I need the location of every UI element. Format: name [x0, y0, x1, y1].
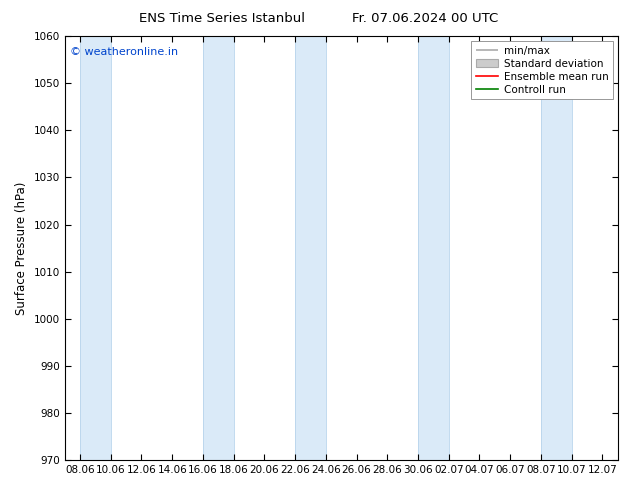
Bar	[541, 36, 572, 460]
Bar	[203, 36, 234, 460]
Bar	[418, 36, 449, 460]
Legend: min/max, Standard deviation, Ensemble mean run, Controll run: min/max, Standard deviation, Ensemble me…	[471, 41, 612, 99]
Y-axis label: Surface Pressure (hPa): Surface Pressure (hPa)	[15, 181, 28, 315]
Bar	[295, 36, 326, 460]
Text: © weatheronline.in: © weatheronline.in	[70, 47, 178, 57]
Text: ENS Time Series Istanbul: ENS Time Series Istanbul	[139, 12, 305, 25]
Text: Fr. 07.06.2024 00 UTC: Fr. 07.06.2024 00 UTC	[352, 12, 498, 25]
Bar	[80, 36, 111, 460]
